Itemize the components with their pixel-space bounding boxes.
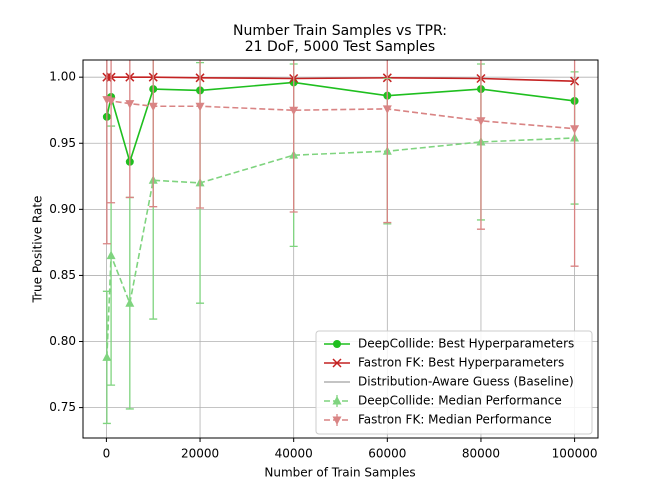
series-line <box>106 76 575 82</box>
x-tick-label: 40000 <box>275 447 313 461</box>
point <box>148 102 158 112</box>
chart-title: Number Train Samples vs TPR: <box>233 23 447 39</box>
point <box>476 117 486 126</box>
point <box>382 105 392 114</box>
point <box>106 250 116 260</box>
point <box>125 298 135 307</box>
y-tick-label: 0.95 <box>49 136 76 150</box>
x-tick-label: 100000 <box>552 447 598 461</box>
legend-label: DeepCollide: Median Performance <box>358 394 562 408</box>
point <box>332 358 342 368</box>
point <box>102 352 112 361</box>
legend-label: DeepCollide: Best Hyperparameters <box>358 337 574 351</box>
legend-label: Distribution-Aware Guess (Baseline) <box>358 375 574 389</box>
point <box>125 100 135 109</box>
point <box>106 97 116 106</box>
point <box>332 416 342 425</box>
y-tick-label: 1.00 <box>49 70 76 84</box>
legend-label: Fastron FK: Median Performance <box>358 413 552 427</box>
point <box>570 125 580 134</box>
x-axis-label: Number of Train Samples <box>264 466 415 480</box>
y-tick-label: 0.85 <box>49 268 76 282</box>
axes-frame <box>82 59 599 439</box>
plot-area <box>102 60 580 425</box>
legend: DeepCollide: Best Hyperparameters Fastron… <box>315 330 593 435</box>
legend-box <box>315 330 593 435</box>
error-bar <box>102 60 111 245</box>
y-tick-label: 0.75 <box>49 400 76 414</box>
series-line <box>106 137 575 358</box>
chart-title: 21 DoF, 5000 Test Samples <box>245 39 435 55</box>
point <box>195 102 205 112</box>
legend-label: Fastron FK: Best Hyperparameters <box>358 356 564 370</box>
x-tick-label: 0 <box>103 447 111 461</box>
y-tick-label: 0.90 <box>49 202 76 216</box>
point <box>332 396 342 405</box>
y-axis-label: True Positive Rate <box>31 196 45 304</box>
x-tick-label: 80000 <box>462 447 500 461</box>
axes: 0 20000 40000 60000 80000 100000 1.00 0.95 0.90 0… <box>49 70 597 461</box>
series-line <box>106 98 575 130</box>
x-tick-label: 20000 <box>181 447 219 461</box>
point <box>289 106 299 116</box>
x-tick-label: 60000 <box>368 447 406 461</box>
y-tick-label: 0.80 <box>49 334 76 348</box>
point <box>333 340 341 348</box>
